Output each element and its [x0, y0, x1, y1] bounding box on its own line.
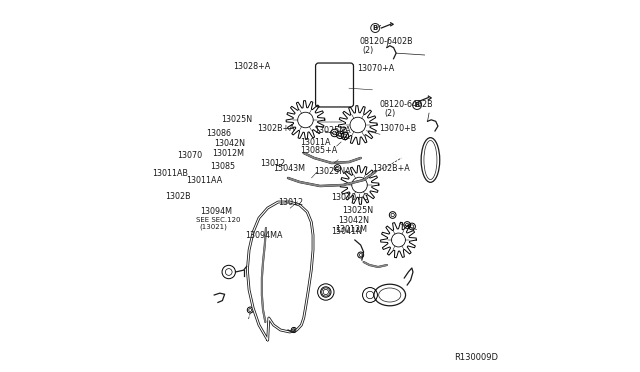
Text: 13042N: 13042N: [214, 139, 246, 148]
Text: (2): (2): [384, 109, 396, 118]
Text: 08120-6402B: 08120-6402B: [359, 37, 413, 46]
Text: 13028+A: 13028+A: [234, 62, 271, 71]
Text: 13094M: 13094M: [200, 207, 232, 216]
Text: 13070: 13070: [177, 151, 202, 160]
Text: 13012: 13012: [260, 159, 286, 168]
Text: 13070+A: 13070+A: [357, 64, 394, 73]
Text: 13025N: 13025N: [221, 115, 252, 124]
Text: 13070+C: 13070+C: [331, 193, 369, 202]
Text: 15041N: 15041N: [331, 227, 362, 236]
Text: 13025N: 13025N: [342, 206, 374, 215]
Text: 08120-6402B: 08120-6402B: [380, 100, 433, 109]
Text: 13086: 13086: [207, 129, 232, 138]
Text: 13012M: 13012M: [212, 149, 244, 158]
Text: 13094MA: 13094MA: [246, 231, 283, 240]
Text: 13011AB: 13011AB: [152, 169, 188, 178]
Text: 13011AA: 13011AA: [186, 176, 223, 185]
Text: 1302B: 1302B: [165, 192, 191, 201]
Text: (13021): (13021): [199, 224, 227, 230]
Text: B: B: [372, 25, 378, 31]
Text: B: B: [415, 102, 420, 108]
Text: 13011A: 13011A: [301, 138, 331, 147]
Text: 13085: 13085: [210, 162, 235, 171]
Text: SEE SEC.120: SEE SEC.120: [196, 217, 241, 223]
Text: R130009D: R130009D: [454, 353, 499, 362]
Text: 13085+A: 13085+A: [301, 146, 338, 155]
Text: 13042N: 13042N: [338, 216, 369, 225]
Text: 13012M: 13012M: [335, 225, 367, 234]
Text: 13025NA: 13025NA: [314, 126, 351, 135]
Text: 13012: 13012: [278, 198, 303, 207]
Text: 1302B+A: 1302B+A: [372, 164, 410, 173]
Text: 15043M: 15043M: [273, 164, 305, 173]
Text: 13025NA: 13025NA: [314, 167, 351, 176]
Text: 13070+B: 13070+B: [379, 124, 416, 133]
Text: 1302B+A: 1302B+A: [257, 124, 294, 133]
Text: (2): (2): [363, 46, 374, 55]
